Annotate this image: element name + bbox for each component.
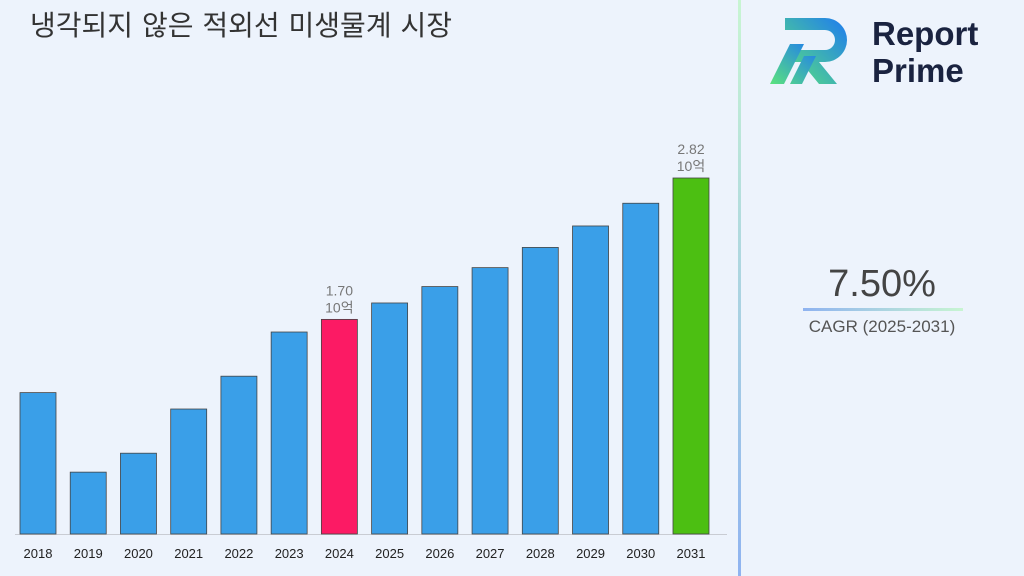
x-tick-label: 2028 xyxy=(526,546,555,561)
x-tick-label: 2031 xyxy=(677,546,706,561)
bar xyxy=(622,202,660,535)
x-tick-label: 2022 xyxy=(224,546,253,561)
bar xyxy=(672,177,710,535)
chart-title: 냉각되지 않은 적외선 미생물계 시장 xyxy=(30,9,453,42)
bar xyxy=(69,471,107,535)
x-tick-label: 2027 xyxy=(476,546,505,561)
x-tick-label: 2026 xyxy=(425,546,454,561)
value-label: 2.82 xyxy=(677,141,704,157)
bar xyxy=(572,225,609,535)
bar xyxy=(471,267,509,535)
value-unit: 10억 xyxy=(325,299,353,315)
cagr-value: 7.50% xyxy=(828,263,936,305)
x-tick-label: 2030 xyxy=(626,546,655,561)
divider xyxy=(738,0,741,576)
x-tick-label: 2024 xyxy=(325,546,354,561)
logo-text: Prime xyxy=(872,52,964,89)
x-tick-label: 2019 xyxy=(74,546,103,561)
x-tick-label: 2020 xyxy=(124,546,153,561)
logo-text: Report xyxy=(872,15,978,52)
bar xyxy=(270,331,308,535)
bar xyxy=(371,302,409,535)
cagr-underline xyxy=(803,308,963,311)
bar xyxy=(220,375,258,535)
x-tick-label: 2025 xyxy=(375,546,404,561)
x-tick-label: 2029 xyxy=(576,546,605,561)
x-tick-label: 2023 xyxy=(275,546,304,561)
value-unit: 10억 xyxy=(677,158,705,174)
bar xyxy=(120,452,157,535)
bar xyxy=(19,392,57,535)
x-tick-label: 2021 xyxy=(174,546,203,561)
cagr-label: CAGR (2025-2031) xyxy=(809,317,955,336)
bar xyxy=(170,408,208,535)
bar xyxy=(521,247,559,535)
x-tick-label: 2018 xyxy=(24,546,53,561)
bar xyxy=(421,286,459,535)
value-label: 1.70 xyxy=(326,282,353,298)
bar xyxy=(320,318,358,535)
logo-mark xyxy=(770,18,847,84)
